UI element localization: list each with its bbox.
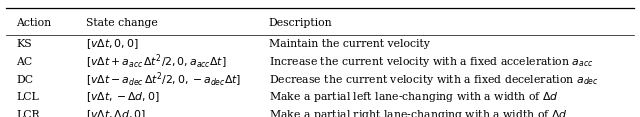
Text: AC: AC <box>16 57 32 67</box>
Text: $[v\Delta t, 0, 0]$: $[v\Delta t, 0, 0]$ <box>86 38 139 51</box>
Text: DC: DC <box>16 75 33 85</box>
Text: LCL: LCL <box>16 92 39 102</box>
Text: LCR: LCR <box>16 110 40 117</box>
Text: State change: State change <box>86 18 158 28</box>
Text: Maintain the current velocity: Maintain the current velocity <box>269 39 429 49</box>
Text: $[v\Delta t - a_{dec}\,\Delta t^2/2, 0, -a_{dec}\Delta t]$: $[v\Delta t - a_{dec}\,\Delta t^2/2, 0, … <box>86 70 241 89</box>
Text: $[v\Delta t + a_{acc}\,\Delta t^2/2, 0, a_{acc}\Delta t]$: $[v\Delta t + a_{acc}\,\Delta t^2/2, 0, … <box>86 53 227 71</box>
Text: $[v\Delta t, -\Delta d, 0]$: $[v\Delta t, -\Delta d, 0]$ <box>86 90 160 104</box>
Text: Make a partial left lane-changing with a width of $\Delta d$: Make a partial left lane-changing with a… <box>269 90 559 104</box>
Text: Action: Action <box>16 18 51 28</box>
Text: Increase the current velocity with a fixed acceleration $a_{acc}$: Increase the current velocity with a fix… <box>269 55 593 69</box>
Text: $[v\Delta t, \Delta d, 0]$: $[v\Delta t, \Delta d, 0]$ <box>86 108 147 117</box>
Text: Decrease the current velocity with a fixed deceleration $a_{dec}$: Decrease the current velocity with a fix… <box>269 73 598 87</box>
Text: Make a partial right lane-changing with a width of $\Delta d$: Make a partial right lane-changing with … <box>269 108 567 117</box>
Text: KS: KS <box>16 39 31 49</box>
Text: Description: Description <box>269 18 332 28</box>
